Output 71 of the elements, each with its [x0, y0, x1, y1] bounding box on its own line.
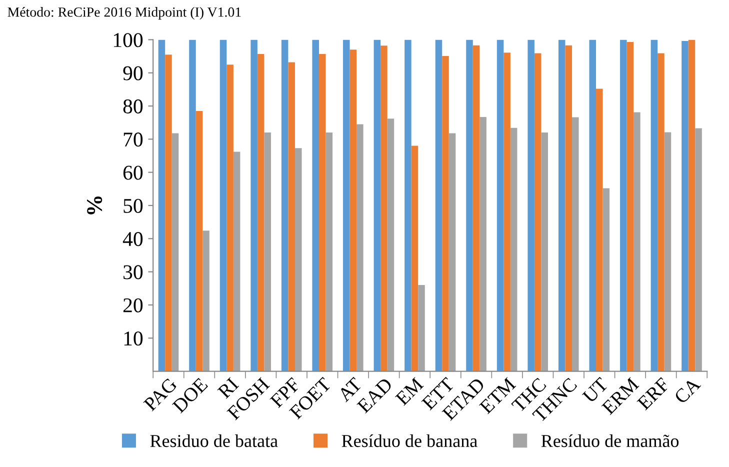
bar: [650, 40, 658, 372]
bar: [688, 40, 696, 372]
y-tick-label: 40: [122, 232, 143, 246]
bar: [281, 40, 288, 372]
bar: [695, 128, 702, 372]
y-tick-label: 30: [124, 265, 143, 280]
y-tick-label: 20: [123, 298, 143, 312]
bar: [312, 40, 319, 372]
legend-label: Resíduo de banana: [342, 434, 478, 448]
bar: [356, 124, 364, 372]
bar: [350, 50, 357, 372]
bar: [326, 132, 333, 372]
bar: [504, 52, 510, 372]
y-tick-label: 80: [123, 99, 143, 114]
bar: [226, 64, 234, 372]
bar: [442, 56, 449, 372]
bar: [411, 146, 418, 372]
chart-title: Método: ReCiPe 2016 Midpoint (I) V1.01: [8, 7, 241, 20]
y-tick-label: 50: [124, 198, 143, 213]
bar: [534, 53, 542, 372]
bar: [387, 118, 394, 372]
y-tick-label: 60: [123, 166, 143, 180]
legend-label: Residuo de batata: [150, 434, 278, 448]
bar: [602, 188, 610, 372]
bar: [558, 40, 566, 372]
bar: [565, 45, 572, 372]
bar: [435, 40, 442, 372]
bar: [202, 230, 210, 372]
bar: [528, 40, 534, 372]
bar: [418, 285, 425, 372]
bar: [466, 40, 473, 372]
bar: [264, 132, 271, 372]
bar: [620, 40, 627, 372]
y-axis-title: %: [87, 196, 102, 214]
bar: [220, 40, 227, 372]
bar: [472, 45, 480, 372]
bar: [596, 88, 603, 372]
bar: [172, 133, 179, 372]
bar: [257, 54, 264, 372]
bar: [165, 54, 172, 372]
y-tick-label: 10: [124, 331, 143, 346]
bar: [288, 62, 295, 372]
x-tick-label: CA: [674, 376, 702, 404]
y-tick-label: 90: [123, 66, 143, 80]
bar: [658, 53, 664, 372]
bar: [158, 40, 166, 372]
bar: [682, 41, 688, 372]
bar: [404, 40, 412, 372]
bar: [664, 132, 672, 372]
y-tick-label: 100: [114, 33, 143, 48]
bar: [196, 110, 203, 372]
bar: [343, 40, 350, 372]
bar: [380, 46, 388, 372]
bar: [374, 40, 381, 372]
bar: [233, 152, 240, 372]
bar: [589, 40, 596, 372]
bar: [250, 40, 258, 372]
bar: [294, 148, 302, 372]
bar: [572, 117, 579, 372]
bar: [626, 42, 634, 372]
legend-label: Resíduo de mamão: [541, 434, 679, 448]
bar: [634, 112, 640, 372]
bar: [189, 40, 196, 372]
y-tick-label: 70: [124, 132, 143, 147]
bar: [480, 116, 486, 372]
bar: [318, 54, 326, 372]
bar: [448, 133, 456, 372]
x-tick-label: EM: [395, 377, 424, 406]
bar: [541, 132, 548, 372]
bar: [496, 40, 504, 372]
bar: [510, 128, 518, 372]
